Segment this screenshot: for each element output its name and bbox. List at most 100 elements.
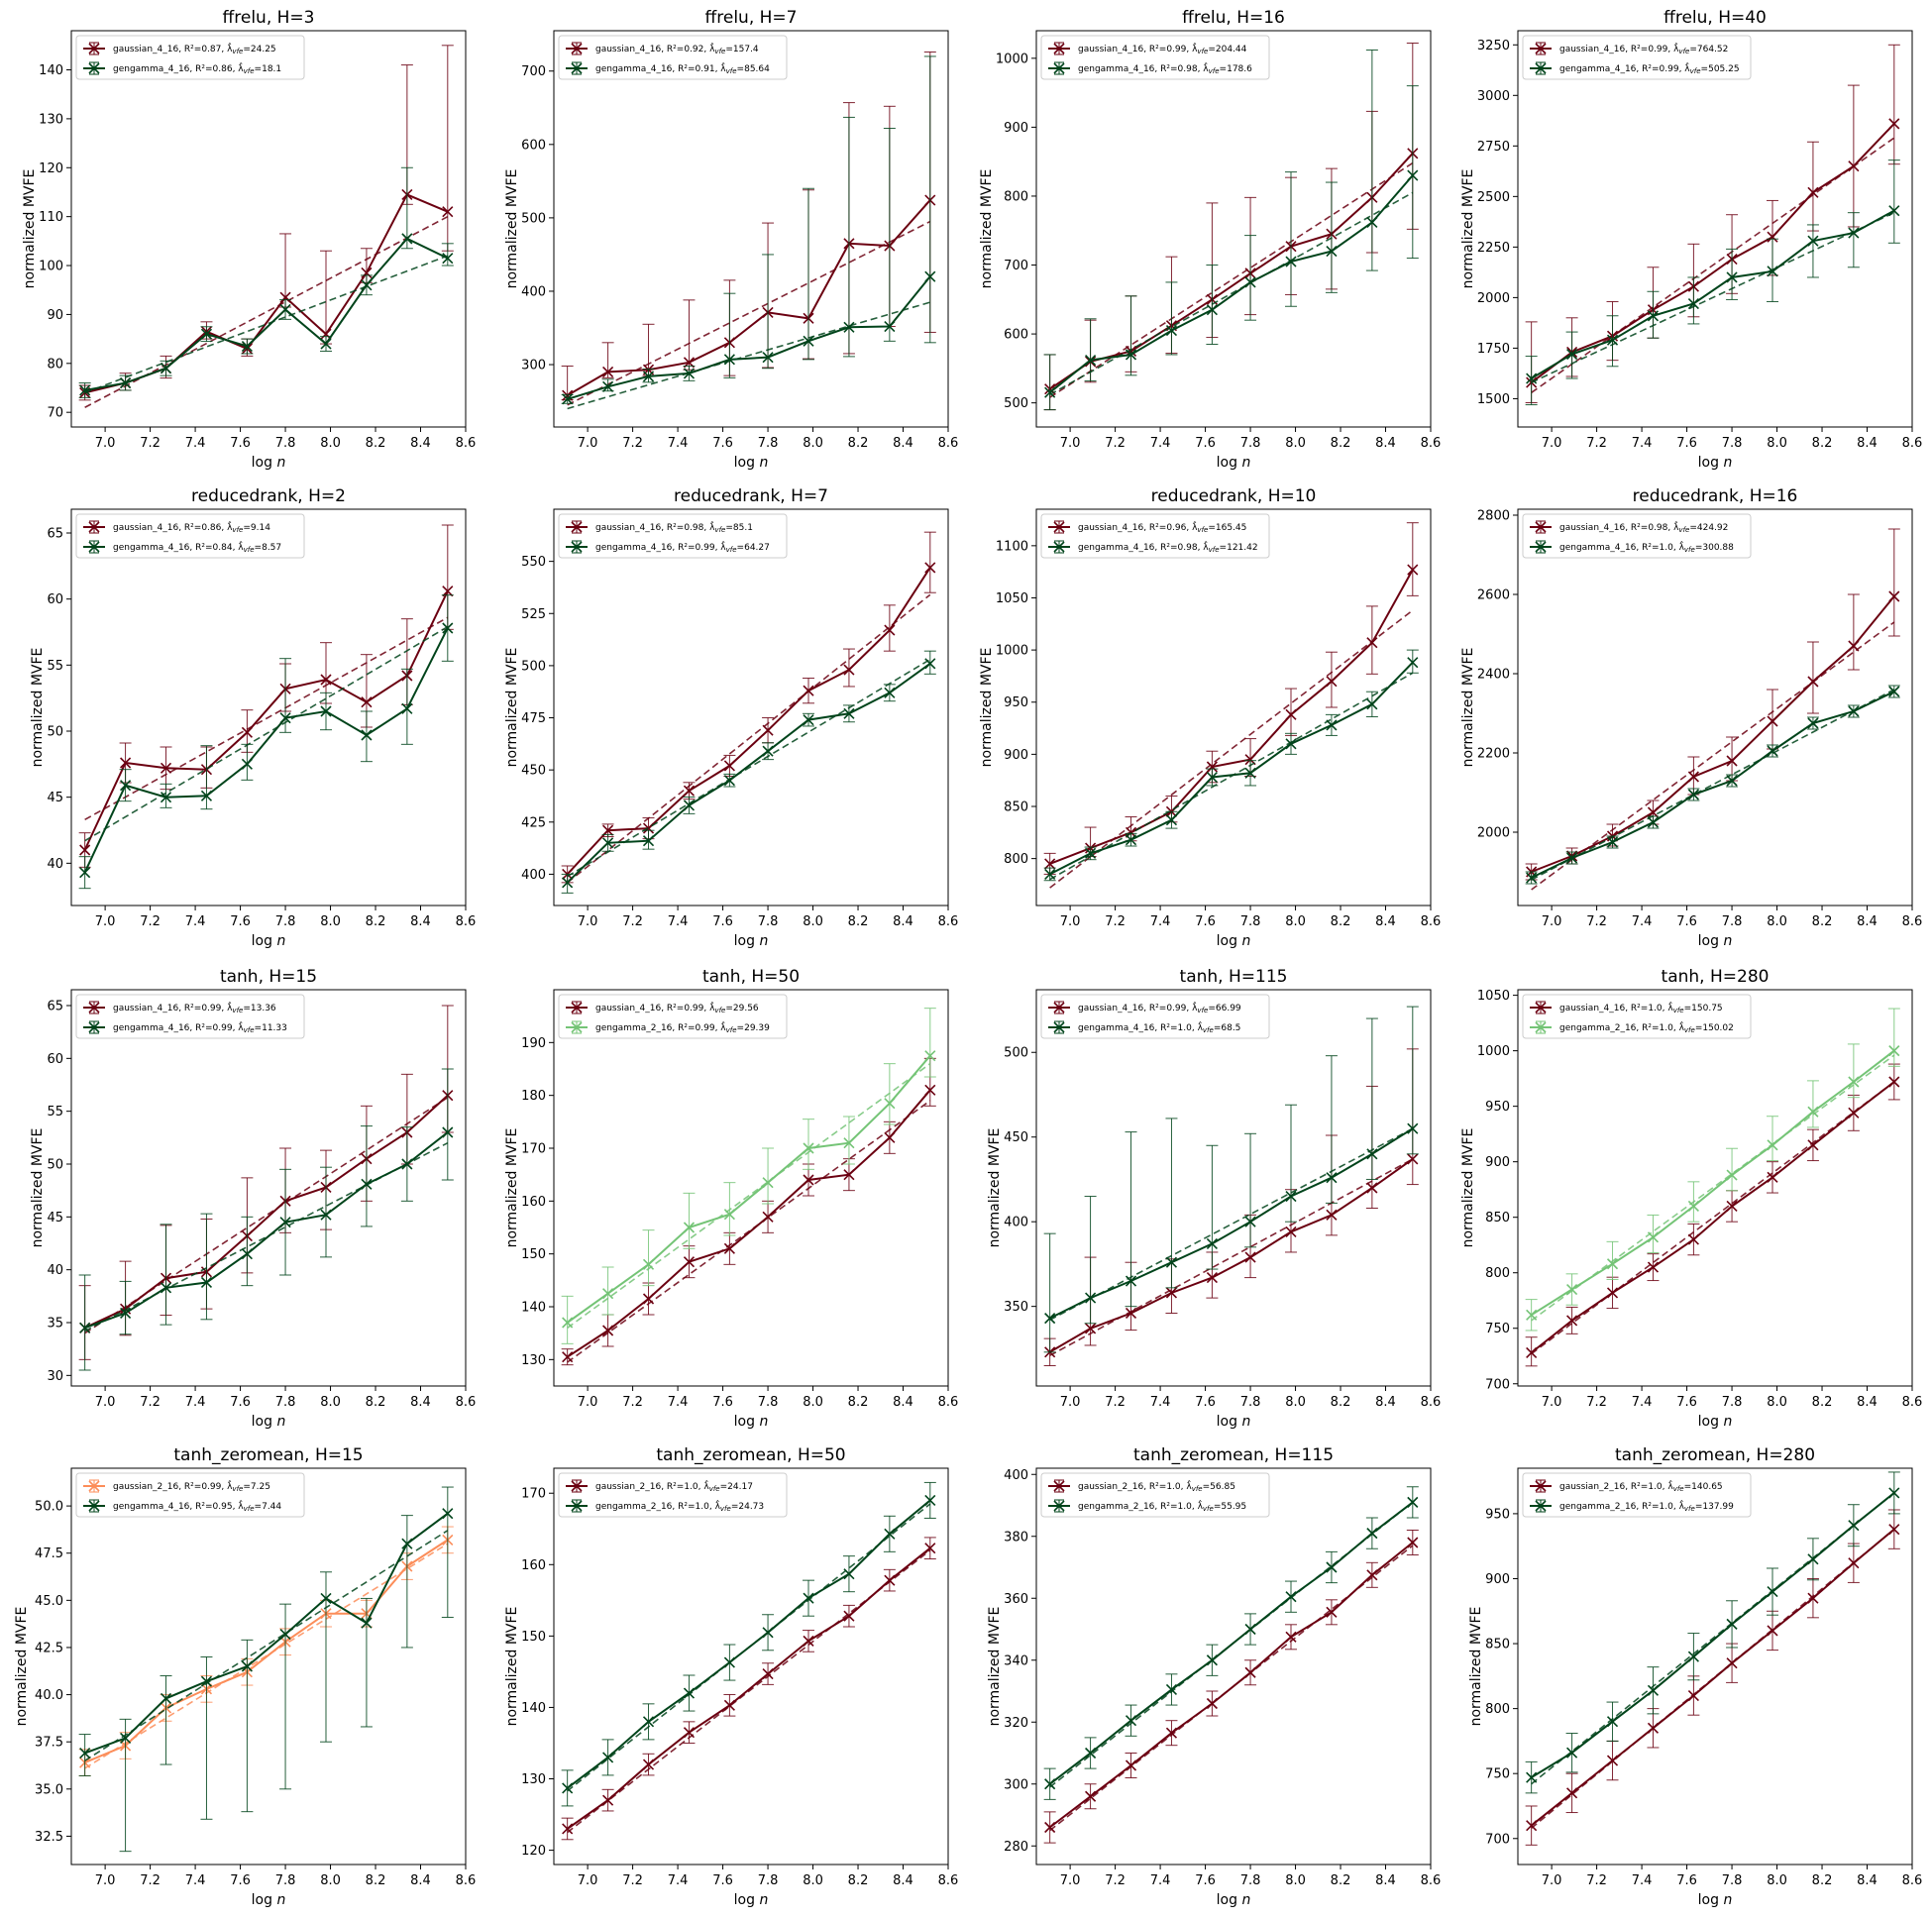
data-point xyxy=(1848,160,1860,172)
x-tick-label: 8.4 xyxy=(1375,1873,1396,1888)
x-tick-label: 8.0 xyxy=(803,914,823,929)
data-point xyxy=(762,1211,774,1223)
x-tick-label: 8.0 xyxy=(1767,1395,1787,1410)
data-point xyxy=(1566,1787,1578,1799)
legend-marker xyxy=(571,521,583,533)
legend-marker xyxy=(1053,43,1065,54)
y-tick-label: 1000 xyxy=(996,644,1028,659)
data-point xyxy=(1366,1182,1378,1194)
data-point xyxy=(1848,227,1860,239)
data-point xyxy=(1407,1496,1419,1508)
x-tick-label: 7.0 xyxy=(95,1873,116,1888)
plot-area xyxy=(1525,528,1900,891)
data-point xyxy=(1125,1275,1137,1287)
data-point xyxy=(442,586,454,597)
legend-marker xyxy=(1535,62,1547,74)
plot-area xyxy=(78,45,454,408)
x-axis-label: log n xyxy=(734,933,769,949)
data-point xyxy=(924,562,936,574)
x-axis-label: log n xyxy=(252,1892,286,1908)
data-point xyxy=(1285,708,1297,720)
data-point xyxy=(79,1322,91,1333)
x-tick-label: 7.0 xyxy=(1542,436,1562,451)
data-point xyxy=(279,1629,291,1641)
x-tick-label: 7.2 xyxy=(140,1395,161,1410)
x-tick-label: 7.0 xyxy=(95,1395,116,1410)
y-tick-label: 130 xyxy=(39,112,63,127)
x-axis-label: log n xyxy=(1217,1892,1251,1908)
legend: gaussian_4_16, R²=0.87, λ̂vfe=24.25 genga… xyxy=(75,35,305,80)
data-point xyxy=(762,1627,774,1639)
data-point xyxy=(1085,1747,1097,1759)
legend-box xyxy=(1040,513,1270,559)
x-tick-label: 7.2 xyxy=(1586,1873,1607,1888)
data-point xyxy=(1848,640,1860,652)
x-tick-label: 7.0 xyxy=(1060,436,1081,451)
y-tick-label: 2400 xyxy=(1477,668,1510,683)
y-tick-label: 60 xyxy=(47,592,63,607)
x-tick-label: 8.2 xyxy=(1812,914,1833,929)
data-point xyxy=(1206,1237,1218,1249)
data-point xyxy=(1125,834,1137,846)
series-gaussian_4_16 xyxy=(1043,1048,1419,1366)
x-tick-label: 8.2 xyxy=(848,1395,869,1410)
y-axis-label: normalized MVFE xyxy=(14,1607,30,1727)
legend: gaussian_4_16, R²=0.98, λ̂vfe=424.92 geng… xyxy=(1522,513,1752,559)
y-tick-label: 2250 xyxy=(1477,241,1510,256)
data-point xyxy=(762,1177,774,1189)
series-line xyxy=(1049,662,1414,876)
x-tick-label: 8.4 xyxy=(893,1395,913,1410)
y-tick-label: 950 xyxy=(1004,695,1028,710)
series-line xyxy=(1049,1158,1414,1353)
data-point xyxy=(642,1759,655,1770)
data-point xyxy=(1285,1190,1297,1203)
x-tick-label: 8.6 xyxy=(1421,1395,1442,1410)
y-tick-label: 60 xyxy=(47,1052,63,1067)
data-point xyxy=(1848,1557,1860,1569)
series-line xyxy=(567,1055,931,1324)
series-line xyxy=(567,275,931,400)
chart-panel: tanh_zeromean, H=15 7.0 7.2 7.4 7.6 7.8 8.0 8.2… xyxy=(14,1445,476,1908)
data-point xyxy=(1687,297,1699,310)
y-tick-label: 40 xyxy=(47,1263,63,1278)
x-tick-label: 8.0 xyxy=(1285,1395,1306,1410)
data-point xyxy=(1807,1592,1819,1604)
chart-title: tanh, H=50 xyxy=(702,967,800,987)
data-point xyxy=(361,696,373,708)
x-tick-label: 7.4 xyxy=(1150,914,1171,929)
data-point xyxy=(120,757,132,769)
data-point xyxy=(320,674,332,686)
x-tick-label: 7.6 xyxy=(1676,914,1697,929)
chart-panel: tanh, H=280 7.0 7.2 7.4 7.6 7.8 8.0 8.2 8.4 8.6 70… xyxy=(1460,967,1922,1430)
y-tick-label: 1000 xyxy=(1477,1044,1510,1059)
data-point xyxy=(1285,1591,1297,1603)
y-tick-label: 850 xyxy=(1485,1211,1510,1226)
x-tick-label: 7.2 xyxy=(622,436,643,451)
data-point xyxy=(1888,1487,1900,1499)
x-tick-label: 7.6 xyxy=(1195,1395,1216,1410)
data-point xyxy=(361,1617,373,1629)
axes-frame xyxy=(1035,989,1432,1387)
legend-box xyxy=(1522,1472,1752,1518)
axes-frame xyxy=(1517,1467,1913,1866)
y-tick-label: 900 xyxy=(1485,1155,1510,1170)
data-point xyxy=(1726,271,1738,283)
data-point xyxy=(602,1752,614,1763)
legend-marker xyxy=(88,43,100,54)
legend-box xyxy=(1040,994,1270,1039)
chart-panel: ffrelu, H=16 7.0 7.2 7.4 7.6 7.8 8.0 8.2 8.4 8.6 5… xyxy=(979,8,1441,471)
y-axis-label: normalized MVFE xyxy=(504,1128,520,1248)
y-tick-label: 120 xyxy=(521,1844,546,1859)
data-point xyxy=(1326,719,1338,731)
x-tick-label: 8.6 xyxy=(938,436,959,451)
data-point xyxy=(1888,205,1900,217)
data-point xyxy=(320,1209,332,1221)
chart-panel: tanh_zeromean, H=50 7.0 7.2 7.4 7.6 7.8 8.0 8.2… xyxy=(504,1445,958,1908)
y-tick-label: 47.5 xyxy=(35,1546,63,1561)
legend: gaussian_4_16, R²=0.99, λ̂vfe=29.56 genga… xyxy=(558,994,788,1039)
legend-label: gengamma_2_16, R²=0.99, λ̂vfe=29.39 xyxy=(595,1020,770,1034)
y-tick-label: 900 xyxy=(1004,748,1028,763)
chart-title: reducedrank, H=16 xyxy=(1633,486,1798,506)
x-tick-label: 8.6 xyxy=(456,436,477,451)
data-point xyxy=(602,1288,614,1300)
